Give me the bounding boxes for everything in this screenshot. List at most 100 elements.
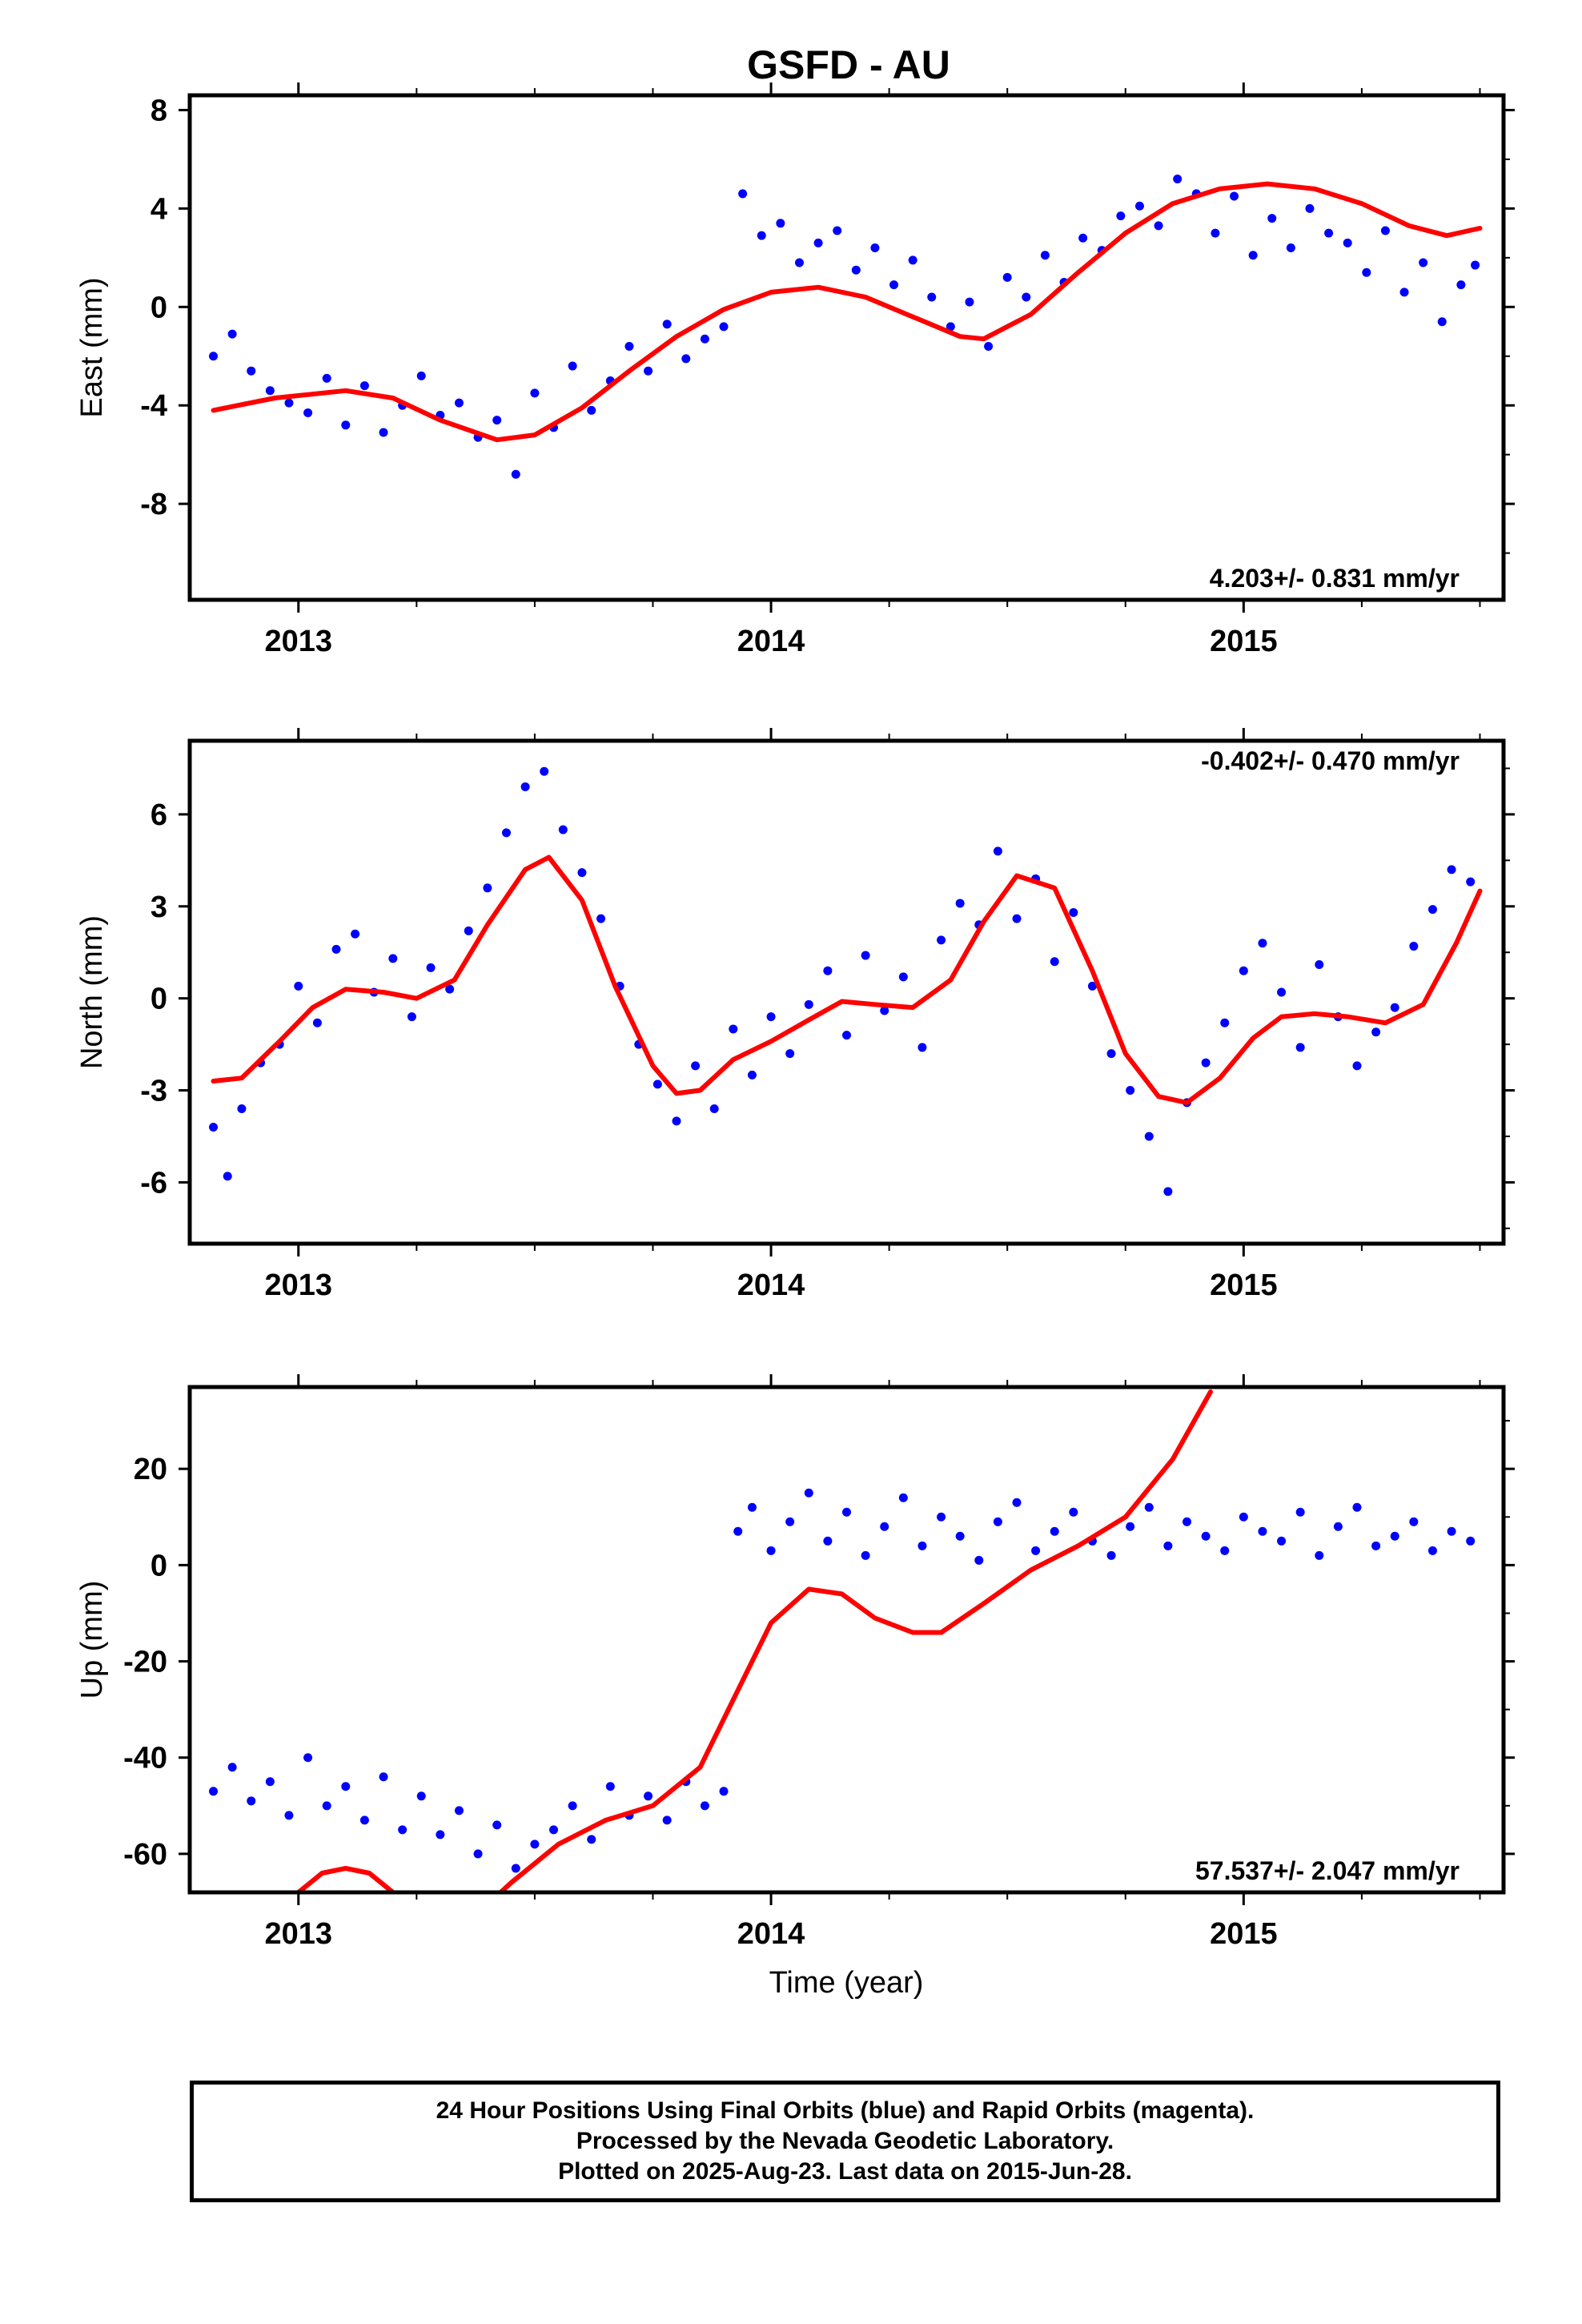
data-point [813,238,823,247]
x-tick-label: 2015 [1210,625,1278,658]
data-point [577,868,587,878]
data-point [1333,1522,1343,1531]
data-point [549,1825,559,1835]
x-tick-label: 2013 [264,625,332,658]
data-point [804,999,813,1009]
data-point [1144,1502,1154,1512]
data-point [1050,957,1059,967]
y-tick-label: -8 [140,488,167,521]
data-point [530,1839,540,1849]
data-point [568,361,577,371]
data-point [823,1536,833,1546]
data-point [766,1546,776,1555]
data-point [889,280,899,290]
data-point [1352,1061,1362,1071]
data-point [974,1555,984,1565]
data-point [917,1541,927,1550]
data-point [757,231,766,240]
data-point [1277,1536,1287,1546]
data-point [1211,228,1220,238]
data-point [483,883,492,893]
data-point [1466,1536,1476,1546]
y-tick-label: 20 [134,1453,167,1486]
data-point [265,386,275,396]
data-point [587,1835,596,1844]
data-point [1419,258,1428,267]
y-tick-label: -40 [123,1742,167,1775]
y-tick-label: -3 [140,1075,167,1108]
data-point [1201,1058,1211,1068]
data-point [709,1104,719,1114]
data-point [1447,865,1456,875]
data-point [1315,960,1324,970]
x-tick-label: 2014 [737,625,805,658]
data-point [1248,251,1258,260]
data-point [1305,203,1315,213]
data-point [454,398,464,408]
data-point [776,219,785,228]
data-point [379,1772,388,1782]
data-point [785,1049,795,1059]
y-tick-label: 8 [151,94,167,127]
data-point [729,1024,738,1034]
data-point [1126,1086,1135,1096]
data-point [511,1864,520,1873]
data-point [1220,1546,1230,1555]
data-point [681,354,691,364]
data-point [1277,987,1287,997]
y-tick-label: 4 [151,192,167,226]
x-tick-label: 2014 [737,1917,805,1951]
data-point [596,914,606,923]
data-point [1239,1512,1248,1522]
data-point [322,1801,331,1811]
data-point [341,1782,351,1791]
data-point [331,944,341,954]
data-points [209,1488,1476,1873]
x-tick-label: 2013 [264,1269,332,1302]
data-point [1220,1018,1230,1027]
data-point [445,984,455,994]
data-points [209,174,1480,479]
data-point [1163,1187,1173,1196]
data-point [530,388,540,398]
data-point [700,1801,709,1811]
data-point [1022,292,1031,302]
trend-line [211,181,1483,443]
data-point [644,366,653,376]
data-point [1315,1550,1324,1560]
x-tick-label: 2013 [264,1917,332,1951]
y-axis-label: Up (mm) [75,1581,109,1699]
data-point [303,408,313,417]
data-point [842,1507,851,1517]
data-point [993,1517,1002,1526]
data-point [209,1787,219,1796]
data-point [1427,905,1437,915]
data-point [1371,1541,1381,1550]
data-point [416,1791,426,1801]
y-tick-label: 0 [151,983,167,1016]
data-point [1409,942,1419,951]
panel-up: 20 0 -20 -40 -60 2013 2014 2015 Up (mm) 57.537+/-… [75,1374,1515,1951]
data-point [747,1502,757,1512]
data-point [1456,280,1466,290]
panel-north: 6 3 0 -3 -6 2013 2014 2015 North (mm) -0.402+/- 0… [75,728,1515,1302]
chart-title: GSFD - AU [747,42,950,87]
data-point [294,981,303,991]
data-point [322,373,331,383]
data-point [464,926,473,935]
data-points [209,766,1476,1196]
data-point [1447,1526,1456,1536]
data-point [1040,251,1050,260]
data-point [1409,1517,1419,1526]
data-point [927,292,937,302]
data-point [1471,260,1480,270]
data-point [1173,174,1182,183]
data-point [955,1531,965,1541]
data-point [1116,211,1126,221]
plot-frame [187,93,1506,602]
plot-frame [187,738,1506,1246]
y-tick-label: 0 [151,1549,167,1582]
data-point [965,297,974,307]
data-point [1069,907,1078,917]
data-point [733,1526,743,1536]
